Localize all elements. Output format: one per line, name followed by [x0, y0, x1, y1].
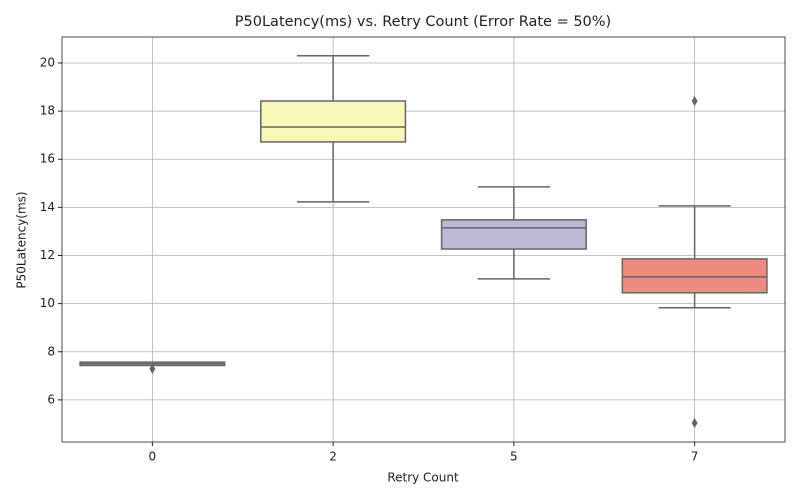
- y-tick-label: 10: [40, 296, 55, 310]
- x-tick-label: 5: [510, 450, 518, 464]
- x-axis-label: Retry Count: [387, 471, 459, 485]
- box: [621, 258, 768, 294]
- box: [260, 100, 407, 143]
- x-tick-label: 0: [149, 450, 157, 464]
- y-tick-label: 18: [40, 104, 55, 118]
- x-tick-label: 7: [691, 450, 699, 464]
- y-tick-label: 6: [47, 392, 55, 406]
- outlier: [691, 417, 698, 428]
- x-tick-label: 2: [329, 450, 337, 464]
- y-tick-label: 20: [40, 55, 55, 69]
- outlier: [691, 96, 698, 107]
- y-tick-label: 12: [40, 248, 55, 262]
- y-tick-label: 14: [40, 200, 55, 214]
- chart-title: P50Latency(ms) vs. Retry Count (Error Ra…: [235, 14, 611, 30]
- plot-frame: [61, 36, 786, 443]
- box: [440, 219, 587, 250]
- outlier: [149, 363, 156, 374]
- y-axis-label: P50Latency(ms): [15, 191, 29, 288]
- y-tick-label: 8: [47, 344, 55, 358]
- y-tick-label: 16: [40, 152, 55, 166]
